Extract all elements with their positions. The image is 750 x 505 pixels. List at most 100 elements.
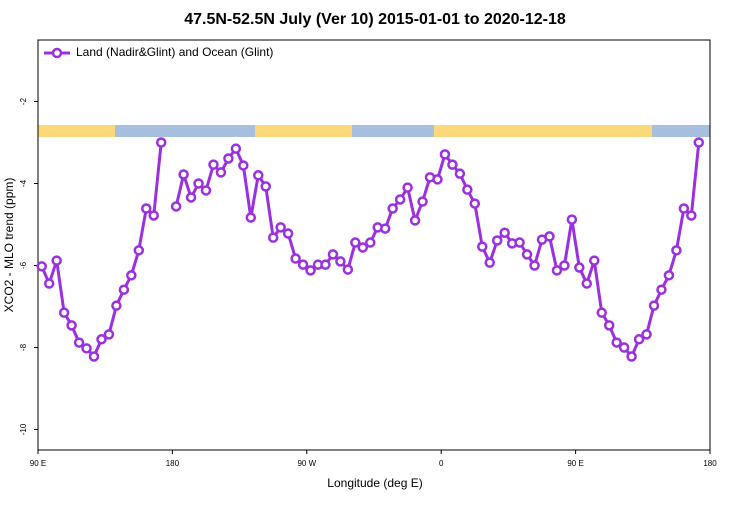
data-point xyxy=(491,235,503,246)
data-point xyxy=(626,351,637,362)
data-point xyxy=(693,137,705,148)
data-point xyxy=(432,174,443,185)
x-tick-label: 90 E xyxy=(567,459,583,468)
y-tick-label: -8 xyxy=(19,343,28,351)
data-point xyxy=(417,196,428,207)
data-point xyxy=(365,237,376,248)
data-point xyxy=(641,329,652,340)
data-point xyxy=(603,320,615,331)
ocean-strip xyxy=(115,125,255,137)
plot-frame xyxy=(37,39,711,451)
data-point xyxy=(267,232,279,243)
data-point xyxy=(566,214,578,225)
data-point xyxy=(357,242,369,253)
ocean-strip xyxy=(352,125,434,137)
data-point xyxy=(589,255,600,266)
data-point xyxy=(96,334,107,345)
data-point xyxy=(118,284,130,295)
data-point xyxy=(529,260,540,271)
y-axis-label: XCO2 - MLO trend (ppm) xyxy=(2,178,16,313)
data-point xyxy=(551,265,563,276)
data-point xyxy=(462,184,473,195)
legend-label: Land (Nadir&Glint) and Ocean (Glint) xyxy=(76,45,273,59)
data-point xyxy=(611,337,622,348)
data-point xyxy=(253,170,264,181)
data-point xyxy=(499,227,510,238)
data-point xyxy=(238,160,249,171)
chart-title: 47.5N-52.5N July (Ver 10) 2015-01-01 to … xyxy=(184,11,566,28)
data-point xyxy=(36,261,47,272)
data-point xyxy=(686,210,697,221)
data-point xyxy=(148,210,159,221)
data-point xyxy=(477,241,488,252)
data-point xyxy=(215,167,227,178)
data-point xyxy=(350,237,361,248)
data-point xyxy=(66,320,77,331)
data-point xyxy=(103,329,115,340)
y-tick-label: -4 xyxy=(19,179,28,187)
data-point xyxy=(223,153,234,164)
data-point xyxy=(469,198,481,209)
data-point xyxy=(335,256,346,267)
data-point xyxy=(111,300,122,311)
x-tick-label: 180 xyxy=(703,459,717,468)
data-point xyxy=(282,228,294,239)
data-point xyxy=(484,257,495,268)
data-point xyxy=(648,300,660,311)
data-point xyxy=(544,231,555,242)
data-point xyxy=(260,181,271,192)
data-point xyxy=(193,178,204,189)
data-point xyxy=(245,212,257,223)
x-tick-label: 90 E xyxy=(30,459,46,468)
data-point xyxy=(178,169,189,180)
data-point xyxy=(409,215,421,226)
data-point xyxy=(51,255,62,266)
data-point xyxy=(305,265,316,276)
data-point xyxy=(290,253,301,264)
x-tick-label: 180 xyxy=(166,459,180,468)
data-point xyxy=(581,278,593,289)
data-point xyxy=(656,284,667,295)
data-point xyxy=(678,203,690,214)
data-point xyxy=(275,222,286,233)
x-tick-label: 0 xyxy=(439,459,444,468)
data-point xyxy=(297,259,309,270)
data-point xyxy=(379,223,391,234)
data-point xyxy=(126,270,137,281)
legend-marker xyxy=(51,47,63,59)
data-point xyxy=(633,334,645,345)
surface-strip xyxy=(38,125,710,137)
x-tick-label: 90 W xyxy=(297,459,316,468)
ocean-strip xyxy=(652,125,710,137)
data-point xyxy=(559,260,570,271)
data-point xyxy=(663,270,675,281)
data-point xyxy=(88,351,100,362)
data-point xyxy=(320,259,331,270)
data-point xyxy=(387,203,398,214)
data-point xyxy=(43,278,55,289)
data-point xyxy=(447,159,458,170)
data-point xyxy=(394,194,406,205)
data-point xyxy=(58,307,70,318)
data-point xyxy=(596,307,607,318)
data-point xyxy=(208,159,219,170)
x-axis-label: Longitude (deg E) xyxy=(327,476,422,490)
y-tick-label: -2 xyxy=(19,97,28,105)
data-point xyxy=(170,201,182,212)
data-point xyxy=(618,342,630,353)
y-tick-label: -10 xyxy=(19,423,28,435)
data-point xyxy=(200,185,212,196)
data-point xyxy=(155,137,167,148)
data-point xyxy=(185,192,197,203)
data-point xyxy=(402,182,413,193)
data-point xyxy=(141,203,152,214)
data-point xyxy=(454,168,466,179)
data-point xyxy=(327,249,339,260)
data-point xyxy=(671,245,682,256)
data-point xyxy=(342,264,354,275)
data-point xyxy=(133,245,145,256)
data-point xyxy=(521,249,533,260)
y-tick-label: -6 xyxy=(19,261,28,269)
data-point xyxy=(574,262,585,273)
